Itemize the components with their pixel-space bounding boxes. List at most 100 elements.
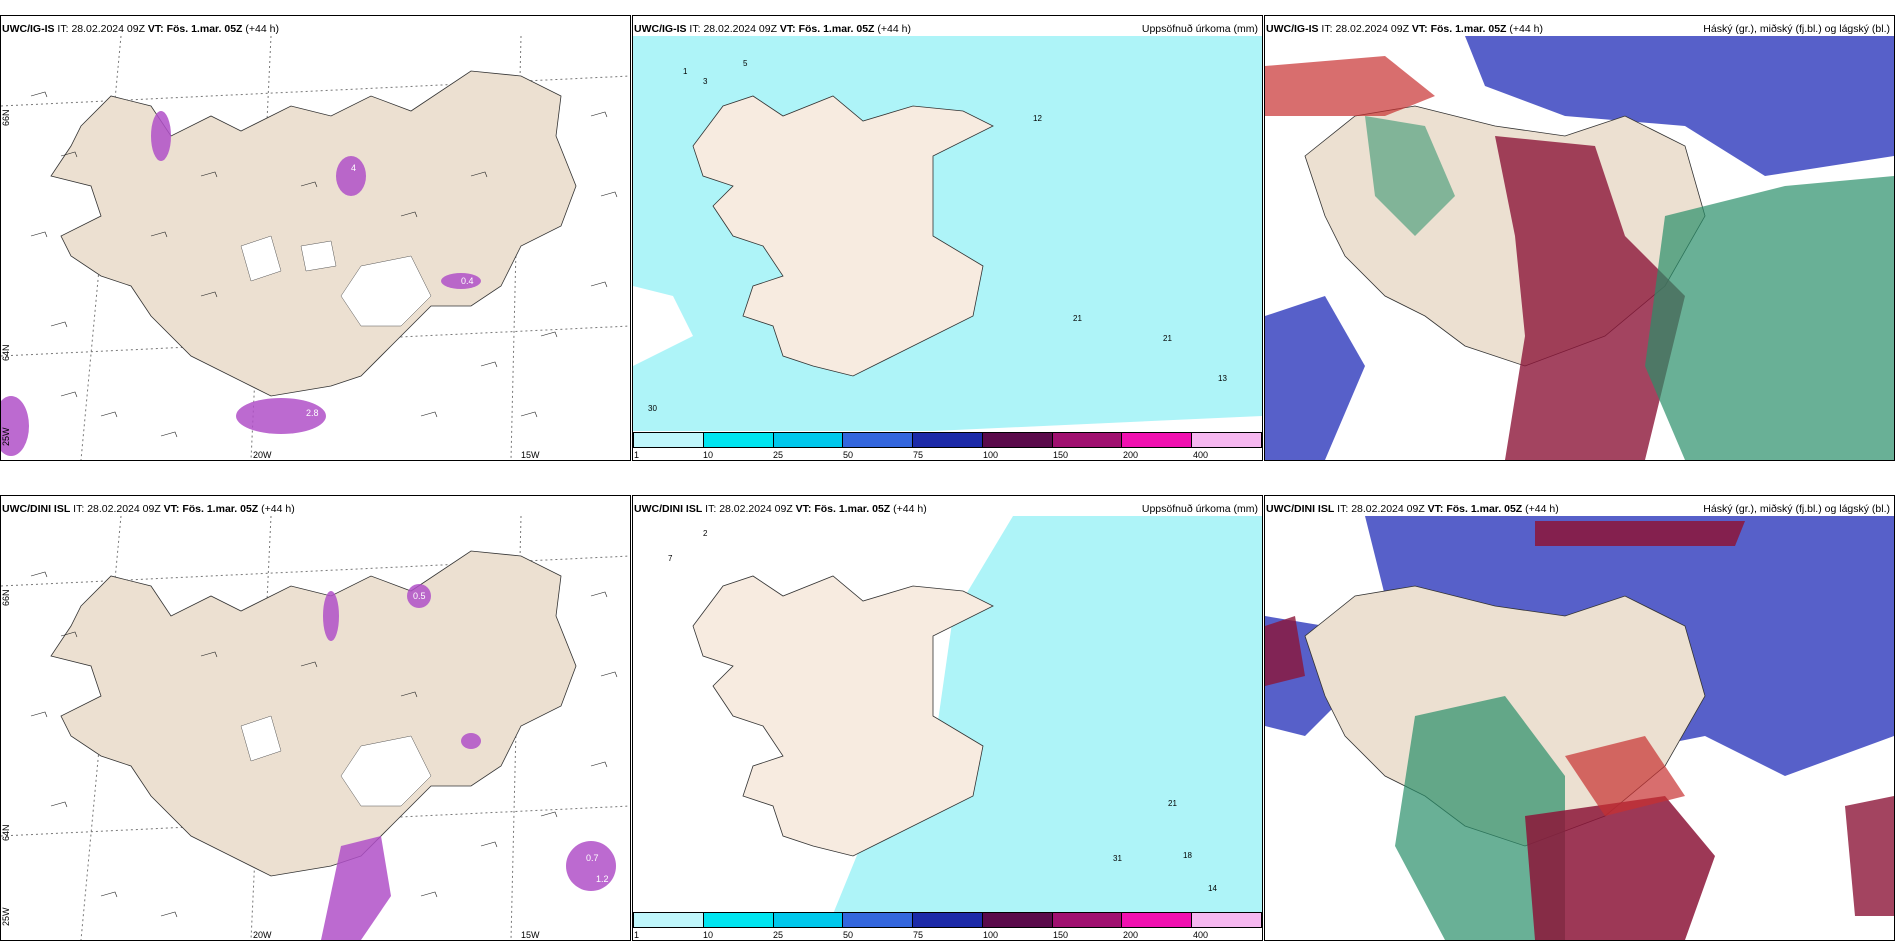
lead-time: (+44 h) <box>1525 503 1559 515</box>
vt-value: Fös. 1.mar. 05Z <box>1430 23 1507 35</box>
wind-value-label: 4 <box>351 163 356 173</box>
legend-swatch <box>1122 913 1193 927</box>
it-label: IT: <box>1337 503 1349 515</box>
model-name: UWC/IG-IS <box>1266 23 1319 35</box>
legend-label: 25 <box>773 930 784 940</box>
panel-header: UWC/DINI ISL IT: 28.02.2024 09Z VT: Fös.… <box>1266 502 1890 516</box>
precip-title: Uppsöfnuð úrkoma (mm) <box>1141 503 1258 515</box>
vt-label: VT: <box>1411 23 1428 35</box>
vt-label: VT: <box>1427 503 1444 515</box>
vt-value: Fös. 1.mar. 05Z <box>1446 503 1523 515</box>
legend-swatch <box>1192 913 1262 927</box>
precip-value: 21 <box>1073 314 1082 323</box>
model-name: UWC/DINI ISL <box>2 503 71 515</box>
precip-panel-row1: UWC/IG-IS IT: 28.02.2024 09Z VT: Fös. 1.… <box>632 15 1263 461</box>
model-name: UWC/IG-IS <box>634 23 687 35</box>
cloud-title: Háský (gr.), miðský (fj.bl.) og lágský (… <box>1703 23 1890 35</box>
wind-value-label: 0.5 <box>413 591 426 601</box>
panel-header: UWC/DINI ISL IT: 28.02.2024 09Z VT: Fös.… <box>634 502 1258 516</box>
legend-label: 400 <box>1193 930 1209 940</box>
wind-value-label: 1.2 <box>596 874 609 884</box>
legend-swatch <box>982 433 1053 447</box>
precip-area <box>633 36 1262 431</box>
legend-label: 50 <box>843 450 854 460</box>
precip-value: 12 <box>1033 114 1042 123</box>
legend-swatch <box>773 913 844 927</box>
legend-swatch <box>1052 913 1123 927</box>
iceland-land <box>692 575 994 857</box>
legend-label: 1 <box>634 930 640 940</box>
panel-header: UWC/DINI ISL IT: 28.02.2024 09Z VT: Fös.… <box>2 502 626 516</box>
precip-legend: 1 10 25 50 75 100 150 200 400 <box>633 432 1262 460</box>
legend-label: 150 <box>1053 930 1069 940</box>
precip-value: 14 <box>1208 884 1217 893</box>
wind-value-label: 2.8 <box>306 408 319 418</box>
lat-label-66n: 66N <box>1 589 11 606</box>
legend-swatch <box>1122 433 1193 447</box>
wind-value-label: 4.8 <box>311 916 324 926</box>
precip-value: 30 <box>648 404 657 413</box>
it-label: IT: <box>1321 23 1333 35</box>
iceland-land <box>50 70 577 397</box>
panel-header: UWC/IG-IS IT: 28.02.2024 09Z VT: Fös. 1.… <box>1266 22 1890 36</box>
lat-label-66n: 66N <box>1 109 11 126</box>
legend-swatch <box>982 913 1053 927</box>
precip-value: 1 <box>683 67 688 76</box>
legend-label: 75 <box>913 450 924 460</box>
legend-label: 50 <box>843 930 854 940</box>
legend-swatch <box>634 433 704 447</box>
lat-label-64n: 64N <box>1 344 11 361</box>
wind-barbs <box>30 91 618 438</box>
it-value: 28.02.2024 09Z <box>703 23 777 35</box>
it-value: 28.02.2024 09Z <box>1335 23 1409 35</box>
legend-swatch <box>634 913 704 927</box>
lat-label-25w: 25W <box>1 907 11 926</box>
precip-value: 7 <box>668 554 673 563</box>
vt-value: Fös. 1.mar. 05Z <box>166 23 243 35</box>
legend-label: 200 <box>1123 930 1139 940</box>
model-name: UWC/DINI ISL <box>634 503 703 515</box>
wind-purple-areas <box>1 111 481 456</box>
precip-area <box>833 516 1262 914</box>
precip-value: 31 <box>1113 854 1122 863</box>
precip-value: 18 <box>1183 851 1192 860</box>
vt-value: Fös. 1.mar. 05Z <box>798 23 875 35</box>
precip-value: 2 <box>703 529 708 538</box>
precip-value: 3 <box>703 77 708 86</box>
legend-swatch <box>1192 433 1262 447</box>
wind-value-label: 0.7 <box>586 853 599 863</box>
vt-label: VT: <box>795 503 812 515</box>
legend-label: 10 <box>703 450 714 460</box>
legend-label: 100 <box>983 930 999 940</box>
precip-value: 13 <box>1218 374 1227 383</box>
wind-panel-row2: UWC/DINI ISL IT: 28.02.2024 09Z VT: Fös.… <box>0 495 631 941</box>
legend-swatches <box>633 912 1262 928</box>
lead-time: (+44 h) <box>877 23 911 35</box>
cloud-title: Háský (gr.), miðský (fj.bl.) og lágský (… <box>1703 503 1890 515</box>
iceland-land <box>692 95 994 377</box>
lon-label-20w: 20W <box>253 930 272 940</box>
wind-value-label: 0.4 <box>461 276 474 286</box>
legend-label: 400 <box>1193 450 1209 460</box>
legend-label: 100 <box>983 450 999 460</box>
legend-label: 75 <box>913 930 924 940</box>
model-name: UWC/DINI ISL <box>1266 503 1335 515</box>
vt-value: Fös. 1.mar. 05Z <box>814 503 891 515</box>
cloud-map <box>1265 516 1894 940</box>
vt-value: Fös. 1.mar. 05Z <box>182 503 259 515</box>
precip-map: 1 3 5 12 21 21 30 13 <box>633 36 1262 434</box>
legend-swatch <box>913 913 983 927</box>
legend-swatch <box>913 433 983 447</box>
lead-time: (+44 h) <box>245 23 279 35</box>
legend-swatch <box>843 913 914 927</box>
precip-value-labels: 1 3 5 12 21 21 30 13 <box>648 59 1227 413</box>
legend-label: 10 <box>703 930 714 940</box>
precip-map: 2 7 21 31 18 14 <box>633 516 1262 914</box>
it-label: IT: <box>689 23 701 35</box>
lon-label-15w: 15W <box>521 450 540 460</box>
snow-patches <box>240 715 432 807</box>
wind-barbs <box>30 571 618 918</box>
vt-label: VT: <box>147 23 164 35</box>
precip-title: Uppsöfnuð úrkoma (mm) <box>1141 23 1258 35</box>
it-value: 28.02.2024 09Z <box>87 503 161 515</box>
